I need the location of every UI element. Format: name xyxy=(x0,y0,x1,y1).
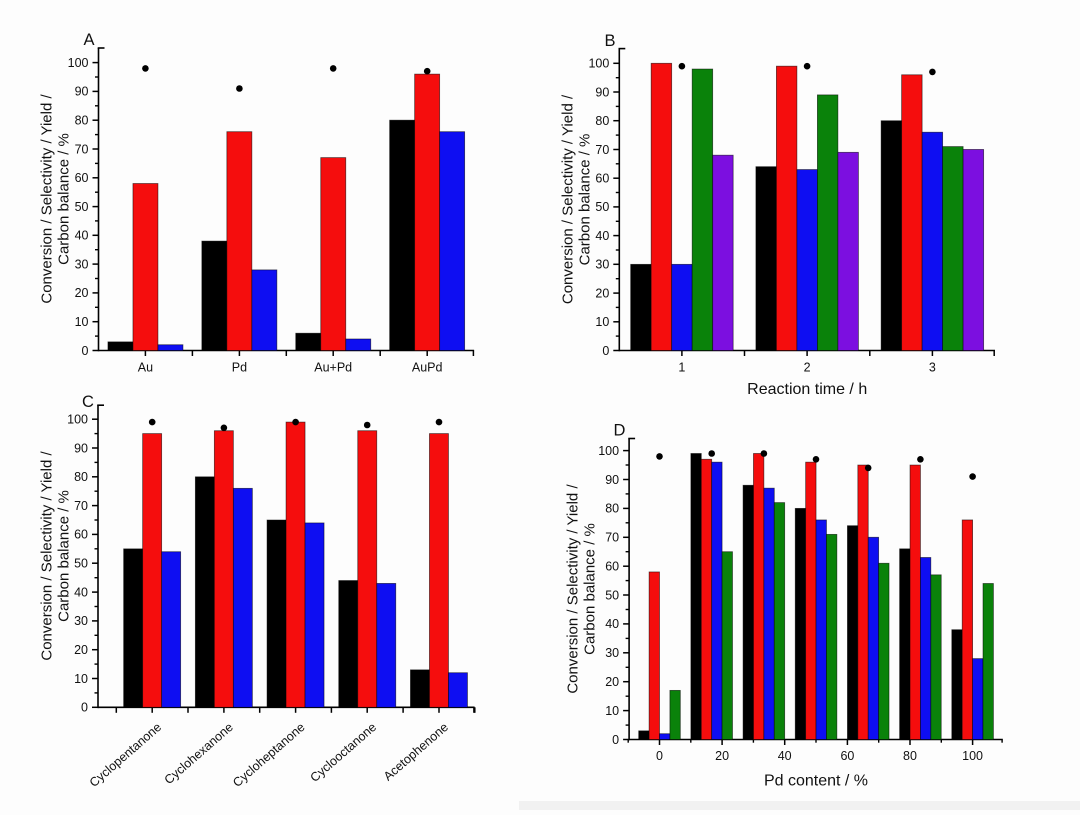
svg-text:80: 80 xyxy=(75,114,89,128)
svg-text:20: 20 xyxy=(75,286,89,300)
svg-text:20: 20 xyxy=(595,286,609,300)
svg-text:80: 80 xyxy=(605,502,619,516)
svg-text:20: 20 xyxy=(605,675,619,689)
svg-text:Pd: Pd xyxy=(232,361,247,375)
svg-text:70: 70 xyxy=(75,142,89,156)
svg-text:60: 60 xyxy=(74,528,88,542)
svg-text:90: 90 xyxy=(75,85,89,99)
svg-text:D: D xyxy=(614,422,626,440)
svg-text:AuPd: AuPd xyxy=(412,361,443,375)
svg-text:100: 100 xyxy=(598,444,619,458)
svg-text:C: C xyxy=(82,393,94,411)
svg-text:20: 20 xyxy=(715,749,729,763)
svg-text:Au: Au xyxy=(138,361,153,375)
svg-text:40: 40 xyxy=(75,229,89,243)
svg-text:40: 40 xyxy=(778,749,792,763)
svg-text:30: 30 xyxy=(595,258,609,272)
svg-text:Carbon balance / %: Carbon balance / % xyxy=(56,490,73,622)
svg-text:100: 100 xyxy=(962,749,983,763)
svg-text:70: 70 xyxy=(605,531,619,545)
svg-text:Conversion / Selectivity / Yie: Conversion / Selectivity / Yield / xyxy=(565,484,582,694)
svg-text:80: 80 xyxy=(74,470,88,484)
svg-text:90: 90 xyxy=(605,473,619,487)
svg-text:Conversion / Selectivity / Yie: Conversion / Selectivity / Yield / xyxy=(39,94,56,304)
svg-text:100: 100 xyxy=(588,57,609,71)
svg-text:0: 0 xyxy=(602,344,609,358)
svg-text:Conversion / Selectivity / Yie: Conversion / Selectivity / Yield / xyxy=(559,94,576,304)
svg-text:Carbon balance / %: Carbon balance / % xyxy=(582,523,599,655)
svg-text:Pd content / %: Pd content / % xyxy=(764,773,868,790)
svg-text:B: B xyxy=(604,32,615,50)
svg-text:Conversion / Selectivity / Yie: Conversion / Selectivity / Yield / xyxy=(39,451,56,661)
svg-text:50: 50 xyxy=(74,557,88,571)
svg-text:70: 70 xyxy=(595,143,609,157)
svg-text:40: 40 xyxy=(595,229,609,243)
svg-text:60: 60 xyxy=(595,172,609,186)
svg-text:1: 1 xyxy=(678,361,685,375)
svg-text:3: 3 xyxy=(929,361,936,375)
svg-text:60: 60 xyxy=(840,749,854,763)
svg-text:30: 30 xyxy=(74,614,88,628)
svg-text:0: 0 xyxy=(81,701,88,715)
svg-text:80: 80 xyxy=(903,749,917,763)
svg-text:10: 10 xyxy=(605,704,619,718)
svg-text:60: 60 xyxy=(605,560,619,574)
svg-text:20: 20 xyxy=(74,643,88,657)
svg-text:Carbon balance / %: Carbon balance / % xyxy=(576,134,593,266)
svg-text:50: 50 xyxy=(75,200,89,214)
svg-text:Reaction time / h: Reaction time / h xyxy=(747,381,867,398)
svg-text:70: 70 xyxy=(74,499,88,513)
svg-text:A: A xyxy=(83,31,94,49)
svg-text:30: 30 xyxy=(605,646,619,660)
svg-text:80: 80 xyxy=(595,114,609,128)
svg-text:10: 10 xyxy=(75,315,89,329)
svg-text:Au+Pd: Au+Pd xyxy=(314,361,352,375)
svg-text:0: 0 xyxy=(612,733,619,747)
svg-text:10: 10 xyxy=(595,315,609,329)
svg-text:0: 0 xyxy=(82,344,89,358)
svg-text:60: 60 xyxy=(75,171,89,185)
svg-text:30: 30 xyxy=(75,257,89,271)
svg-text:90: 90 xyxy=(595,85,609,99)
svg-text:10: 10 xyxy=(74,672,88,686)
svg-text:100: 100 xyxy=(68,56,89,70)
svg-text:Carbon balance / %: Carbon balance / % xyxy=(56,133,73,265)
svg-text:100: 100 xyxy=(67,413,88,427)
svg-text:90: 90 xyxy=(74,441,88,455)
svg-text:40: 40 xyxy=(74,585,88,599)
svg-text:40: 40 xyxy=(605,617,619,631)
svg-text:50: 50 xyxy=(605,588,619,602)
svg-text:0: 0 xyxy=(656,749,663,763)
svg-text:50: 50 xyxy=(595,200,609,214)
svg-text:2: 2 xyxy=(804,361,811,375)
